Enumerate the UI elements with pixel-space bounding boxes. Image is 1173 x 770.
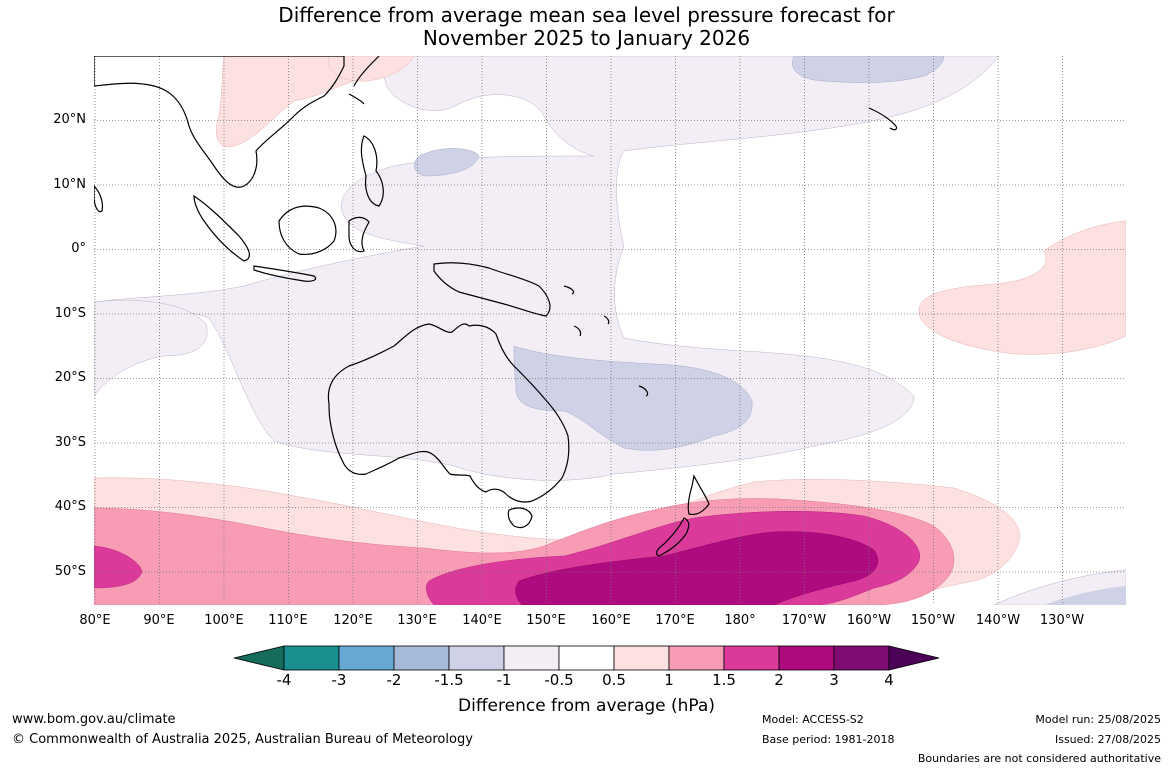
pacific-islands-coastline [563,285,649,397]
colorbar-segment [778,645,835,671]
colorbar-tick-1-5: 1.5 [712,671,736,689]
colorbar-max-extend [888,645,940,671]
colorbar-segment [723,645,780,671]
colorbar-segment [393,645,450,671]
colorbar-tick-3: 3 [829,671,839,689]
new-zealand-north-coastline [687,474,710,516]
anomaly-pos-15-west-region [94,545,143,589]
lon-label-90e: 90°E [143,613,175,628]
colorbar-tick-2: 2 [774,671,784,689]
hawaii-coastline [868,107,898,131]
footer-copyright: © Commonwealth of Australia 2025, Austra… [12,732,473,747]
lon-label-150e: 150°E [526,613,566,628]
lat-label-20s: 20°S [54,370,86,385]
title-line-2: November 2025 to January 2026 [422,26,751,50]
colorbar-segment [833,645,890,671]
asia-mainland-coastline [94,56,345,188]
sulawesi-coastline [348,216,370,253]
colorbar-segment [558,645,615,671]
colorbar-tick-minus-2: -2 [386,671,402,689]
colorbar-tick-minus-0-5: -0.5 [544,671,574,689]
lat-label-0: 0° [71,241,86,256]
australia-coastline [327,323,570,503]
anomaly-neg-05-region [94,56,1000,481]
tasmania-coastline [507,507,533,529]
lat-label-30s: 30°S [54,435,86,450]
lon-label-150w: 150°W [910,613,956,628]
colorbar-tick-0-5: 0.5 [602,671,626,689]
lon-label-140w: 140°W [975,613,1021,628]
footer-model-run: Model run: 25/08/2025 [1035,713,1161,726]
lon-label-130w: 130°W [1039,613,1085,628]
colorbar-min-extend [233,645,285,671]
anomaly-neg-1-coral-sea-region [513,345,753,451]
colorbar-label: Difference from average (hPa) [458,696,715,716]
lon-label-110e: 110°E [268,613,308,628]
colorbar-segment [338,645,395,671]
title-line-1: Difference from average mean sea level p… [278,3,895,27]
footer-website: www.bom.gov.au/climate [12,712,176,727]
anomaly-neg-1-top-region [791,56,945,83]
colorbar-tick-minus-3: -3 [331,671,347,689]
sumatra-coastline [193,194,251,262]
lon-label-120e: 120°E [333,613,373,628]
colorbar-tick-minus-1-5: -1.5 [434,671,464,689]
pressure-anomaly-map [94,56,1126,605]
anomaly-neg-1-southeast-region [1044,586,1126,605]
map-title: Difference from average mean sea level p… [0,4,1173,50]
footer-model: Model: ACCESS-S2 [762,713,864,726]
anomaly-neg-05-west-region [94,300,208,397]
colorbar-segment [448,645,505,671]
lon-label-100e: 100°E [204,613,244,628]
sri-lanka-coastline [94,185,104,213]
borneo-coastline [278,205,337,256]
lat-label-10s: 10°S [54,306,86,321]
colorbar-tick-minus-4: -4 [276,671,292,689]
new-zealand-south-coastline [655,517,690,557]
philippines-coastline [360,135,384,207]
lat-label-10n: 10°N [53,177,86,192]
lon-label-170w: 170°W [781,613,827,628]
new-guinea-coastline [433,262,551,317]
anomaly-neg-1-pacific-region [414,148,480,177]
colorbar [233,645,940,671]
graticule [94,56,1126,605]
colorbar-tick-minus-1: -1 [496,671,512,689]
lon-label-170e: 170°E [655,613,695,628]
lon-label-80e: 80°E [79,613,111,628]
colorbar-segment [668,645,725,671]
footer-disclaimer: Boundaries are not considered authoritat… [917,752,1161,765]
lon-label-180: 180° [724,613,756,628]
anomaly-pos-2-core-region [515,531,879,605]
anomaly-pos-05-japan-region [328,56,415,82]
colorbar-segment [283,645,340,671]
colorbar-tick-4: 4 [884,671,894,689]
map-canvas [94,56,1126,605]
colorbar-segment [613,645,670,671]
japan-coastline [348,56,380,105]
coastlines [94,56,898,557]
lon-label-130e: 130°E [397,613,437,628]
lat-label-20n: 20°N [53,112,86,127]
java-coastline [253,265,317,282]
footer-issued: Issued: 27/08/2025 [1054,733,1161,746]
colorbar-segment [503,645,560,671]
lon-label-140e: 140°E [462,613,502,628]
colorbar-tick-1: 1 [664,671,674,689]
footer-base-period: Base period: 1981-2018 [762,733,895,746]
lon-label-160w: 160°W [846,613,892,628]
lat-label-40s: 40°S [54,499,86,514]
anomaly-pos-05-eastpacific-region [918,220,1126,355]
lat-label-50s: 50°S [54,564,86,579]
lon-label-160e: 160°E [591,613,631,628]
